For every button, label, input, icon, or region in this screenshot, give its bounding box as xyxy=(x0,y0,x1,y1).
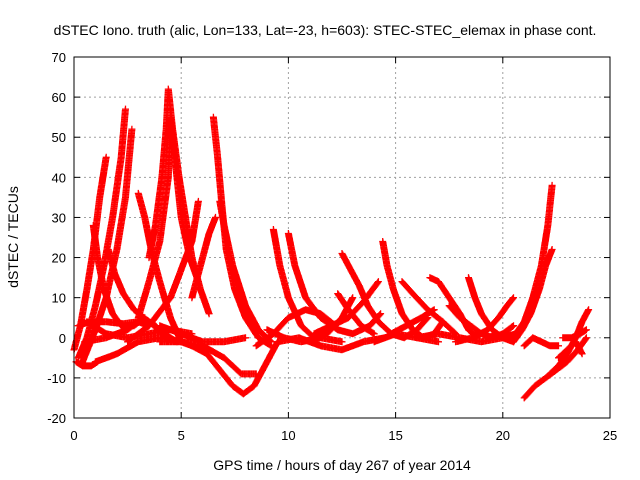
series-s44 xyxy=(555,338,586,362)
x-tick-label: 15 xyxy=(388,428,402,443)
x-tick-label: 10 xyxy=(281,428,295,443)
series-markers xyxy=(134,113,202,322)
y-tick-label: 40 xyxy=(52,170,66,185)
series-s19 xyxy=(156,322,249,346)
series-s37 xyxy=(452,294,517,346)
series-s20 xyxy=(188,213,219,302)
y-tick-label: 70 xyxy=(52,50,66,65)
series-markers xyxy=(124,197,202,346)
chart-title: dSTEC Iono. truth (alic, Lon=133, Lat=-2… xyxy=(54,22,597,38)
y-axis-label: dSTEC / TECUs xyxy=(5,186,21,288)
y-tick-label: 50 xyxy=(52,130,66,145)
series-s25 xyxy=(274,334,389,354)
series-markers xyxy=(555,338,586,362)
x-tick-label: 5 xyxy=(178,428,185,443)
x-tick-labels: 0 5 10 15 20 25 xyxy=(70,428,617,443)
series-s32 xyxy=(398,278,460,338)
series-s43 xyxy=(559,326,590,342)
data-series xyxy=(70,85,593,402)
series-markers xyxy=(188,338,282,398)
y-tick-label: 10 xyxy=(52,291,66,306)
series-markers xyxy=(510,246,556,346)
series-s39 xyxy=(510,246,556,346)
plot-frame xyxy=(73,56,611,419)
series-markers xyxy=(452,294,517,346)
series-markers xyxy=(398,278,460,338)
series-s16 xyxy=(188,338,282,398)
y-tick-label: -10 xyxy=(47,371,66,386)
series-s18 xyxy=(216,197,275,346)
y-tick-label: 60 xyxy=(52,90,66,105)
series-markers xyxy=(310,278,382,338)
series-markers xyxy=(559,326,590,342)
y-tick-label: 30 xyxy=(52,210,66,225)
series-s8 xyxy=(104,246,181,346)
y-tick-label: 0 xyxy=(59,331,66,346)
series-markers xyxy=(104,246,181,346)
series-markers xyxy=(156,322,249,346)
y-tick-labels: -20 -10 0 10 20 30 40 50 60 70 xyxy=(47,50,66,426)
series-markers xyxy=(216,197,275,346)
series-markers xyxy=(274,334,389,354)
x-axis-label: GPS time / hours of day 267 of year 2014 xyxy=(213,457,471,473)
series-s41 xyxy=(520,334,562,350)
x-tick-label: 25 xyxy=(603,428,617,443)
y-tick-label: -20 xyxy=(47,411,66,426)
x-tick-label: 0 xyxy=(70,428,77,443)
series-s13 xyxy=(124,197,202,346)
series-markers xyxy=(520,334,562,350)
series-s28 xyxy=(310,278,382,338)
y-tick-label: 20 xyxy=(52,251,66,266)
series-markers xyxy=(188,213,219,302)
x-tick-label: 20 xyxy=(496,428,510,443)
series-s12 xyxy=(134,113,202,322)
